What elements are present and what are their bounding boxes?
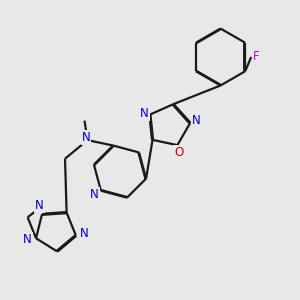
Text: N: N bbox=[90, 188, 99, 201]
Text: F: F bbox=[253, 50, 260, 64]
Text: N: N bbox=[80, 227, 89, 241]
Text: O: O bbox=[174, 146, 184, 159]
Text: N: N bbox=[192, 114, 201, 127]
Text: N: N bbox=[23, 233, 32, 246]
Text: N: N bbox=[140, 106, 149, 120]
Text: N: N bbox=[82, 130, 90, 144]
Text: N: N bbox=[35, 200, 44, 212]
